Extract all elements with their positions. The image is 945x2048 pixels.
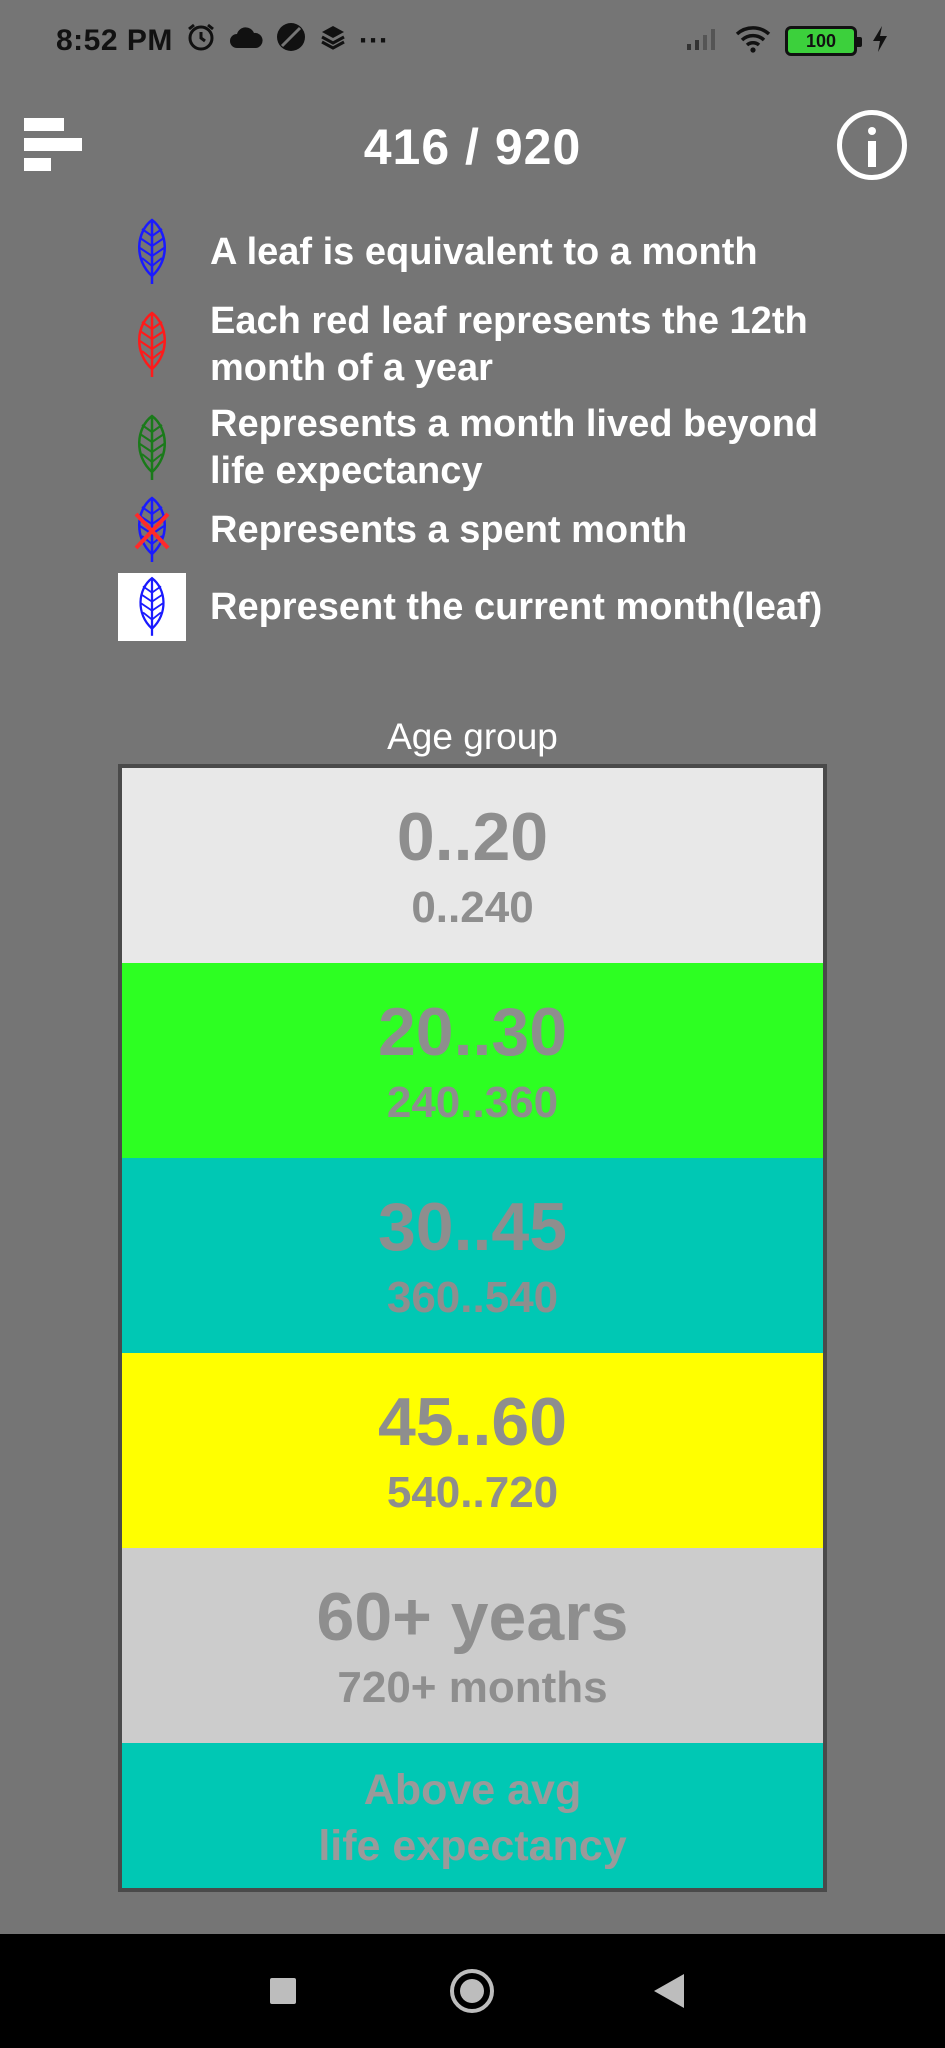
age-row-months: 540..720 <box>386 1467 559 1517</box>
info-icon[interactable] <box>837 110 907 180</box>
current-leaf-icon <box>118 573 186 641</box>
age-row-0-20[interactable]: 0..20 0..240 <box>122 768 823 963</box>
current-leaf-box <box>118 573 186 641</box>
age-row-above-avg[interactable]: Above avg life expectancy <box>122 1743 823 1888</box>
legend-item-current: Represent the current month(leaf) <box>118 573 822 641</box>
age-row-months: 240..360 <box>386 1077 559 1127</box>
battery-icon: 100 <box>785 26 862 56</box>
age-row-years: 0..20 <box>396 798 549 875</box>
battery-level: 100 <box>805 30 837 51</box>
legend-item-red-leaf: Each red leaf represents the 12th month … <box>118 298 830 392</box>
charging-icon <box>871 25 889 58</box>
status-bar: 8:52 PM ··· 100 <box>0 0 945 82</box>
age-group-table: 0..20 0..240 20..30 240..360 30..45 360.… <box>118 764 827 1892</box>
layers-icon <box>319 23 347 59</box>
above-avg-line1: Above avg <box>363 1766 582 1814</box>
alarm-icon <box>185 21 217 61</box>
age-row-45-60[interactable]: 45..60 540..720 <box>122 1353 823 1548</box>
status-time: 8:52 PM <box>56 24 173 57</box>
age-row-months: 360..540 <box>386 1272 559 1322</box>
header: 416 / 920 <box>0 100 945 196</box>
age-row-years: 60+ years <box>316 1578 629 1655</box>
above-avg-line2: life expectancy <box>318 1822 627 1870</box>
age-row-years: 45..60 <box>377 1383 568 1460</box>
more-notifications: ··· <box>358 24 389 57</box>
age-group-title: Age group <box>387 716 558 757</box>
legend-item-green-leaf: Represents a month lived beyond life exp… <box>118 401 830 495</box>
age-row-months: 0..240 <box>411 882 534 932</box>
legend-text: A leaf is equivalent to a month <box>210 230 758 273</box>
recent-apps-button[interactable] <box>258 1966 308 2016</box>
legend-text: Represent the current month(leaf) <box>210 585 823 628</box>
legend-item-month: A leaf is equivalent to a month <box>118 218 758 286</box>
age-row-years: 20..30 <box>377 993 568 1070</box>
cloud-icon <box>229 24 263 58</box>
age-row-years: 30..45 <box>377 1188 568 1265</box>
navigation-bar <box>0 1934 945 2048</box>
circle-slash-icon <box>275 21 307 61</box>
age-row-30-45[interactable]: 30..45 360..540 <box>122 1158 823 1353</box>
red-leaf-icon <box>118 311 186 379</box>
legend-text: Each red leaf represents the 12th month … <box>210 300 808 389</box>
back-button[interactable] <box>648 1966 698 2016</box>
status-left: 8:52 PM ··· <box>56 21 389 61</box>
crossed-leaf-icon <box>118 496 186 564</box>
legend-item-spent: Represents a spent month <box>118 496 687 564</box>
menu-icon[interactable] <box>24 116 86 176</box>
age-row-months: 720+ months <box>337 1662 608 1712</box>
legend-text: Represents a month lived beyond life exp… <box>210 403 819 492</box>
green-leaf-icon <box>118 414 186 482</box>
wifi-icon <box>735 25 771 58</box>
status-right: 100 <box>685 25 889 58</box>
home-button[interactable] <box>447 1966 497 2016</box>
signal-icon <box>685 26 721 57</box>
month-counter: 416 / 920 <box>363 119 582 175</box>
age-row-60-plus[interactable]: 60+ years 720+ months <box>122 1548 823 1743</box>
legend-text: Represents a spent month <box>210 508 688 551</box>
blue-leaf-icon <box>118 218 186 286</box>
age-row-20-30[interactable]: 20..30 240..360 <box>122 963 823 1158</box>
